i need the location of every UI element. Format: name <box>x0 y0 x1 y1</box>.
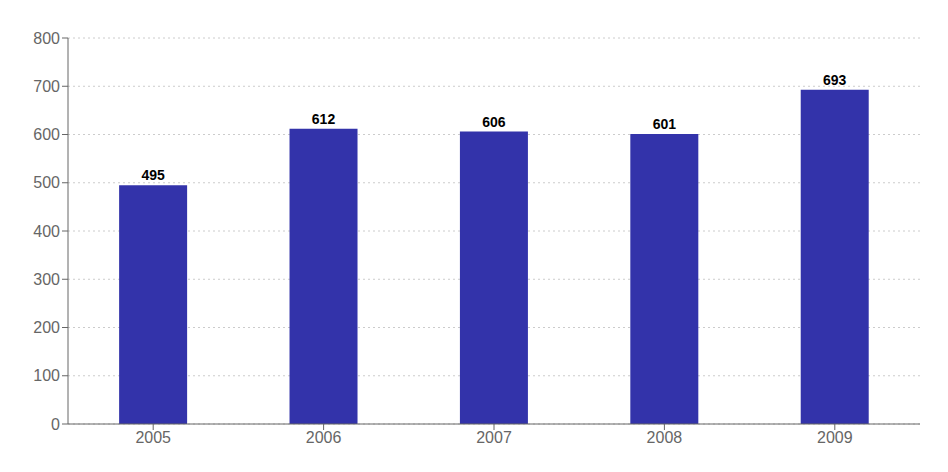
svg-text:400: 400 <box>33 223 60 240</box>
svg-text:495: 495 <box>141 167 165 183</box>
svg-text:300: 300 <box>33 271 60 288</box>
svg-text:2006: 2006 <box>306 429 342 446</box>
svg-text:500: 500 <box>33 174 60 191</box>
svg-text:2007: 2007 <box>476 429 512 446</box>
svg-text:606: 606 <box>482 114 506 130</box>
svg-text:2009: 2009 <box>817 429 853 446</box>
svg-text:800: 800 <box>33 30 60 47</box>
svg-text:200: 200 <box>33 319 60 336</box>
svg-text:693: 693 <box>823 72 847 88</box>
svg-text:2005: 2005 <box>135 429 171 446</box>
svg-text:100: 100 <box>33 367 60 384</box>
svg-text:700: 700 <box>33 78 60 95</box>
svg-text:612: 612 <box>312 111 336 127</box>
svg-text:2008: 2008 <box>647 429 683 446</box>
svg-text:0: 0 <box>51 416 60 433</box>
svg-text:600: 600 <box>33 126 60 143</box>
svg-text:601: 601 <box>653 116 677 132</box>
